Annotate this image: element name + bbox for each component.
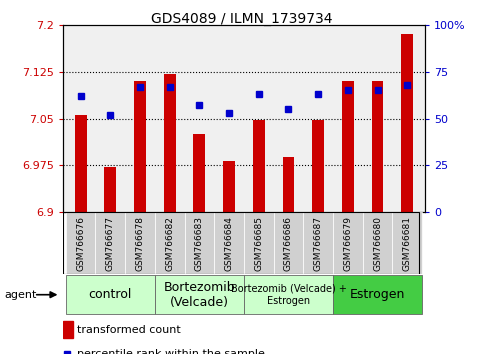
Bar: [253, 120, 265, 212]
Bar: [283, 158, 295, 212]
Text: GSM766687: GSM766687: [313, 216, 323, 271]
Bar: [342, 81, 354, 212]
Bar: [164, 74, 176, 212]
Bar: [363, 212, 392, 274]
Bar: [244, 212, 273, 274]
Text: GDS4089 / ILMN_1739734: GDS4089 / ILMN_1739734: [151, 12, 332, 27]
Text: percentile rank within the sample: percentile rank within the sample: [77, 349, 265, 354]
Bar: [244, 275, 333, 314]
Bar: [273, 212, 303, 274]
Bar: [193, 134, 205, 212]
Bar: [66, 212, 96, 274]
Text: agent: agent: [5, 290, 37, 300]
Text: GSM766685: GSM766685: [254, 216, 263, 271]
Text: Bortezomib (Velcade) +
Estrogen: Bortezomib (Velcade) + Estrogen: [230, 284, 346, 306]
Bar: [303, 212, 333, 274]
Bar: [392, 212, 422, 274]
Text: GSM766677: GSM766677: [106, 216, 115, 271]
Bar: [333, 212, 363, 274]
Bar: [66, 275, 155, 314]
Text: GSM766684: GSM766684: [225, 216, 234, 271]
Bar: [214, 212, 244, 274]
Text: GSM766683: GSM766683: [195, 216, 204, 271]
Bar: [312, 120, 324, 212]
Bar: [333, 275, 422, 314]
Bar: [75, 115, 86, 212]
Bar: [223, 161, 235, 212]
Text: Bortezomib
(Velcade): Bortezomib (Velcade): [164, 281, 235, 309]
Bar: [371, 81, 384, 212]
Text: control: control: [88, 288, 132, 301]
Bar: [125, 212, 155, 274]
Text: GSM766678: GSM766678: [136, 216, 144, 271]
Text: GSM766676: GSM766676: [76, 216, 85, 271]
Text: GSM766681: GSM766681: [403, 216, 412, 271]
Bar: [63, 321, 73, 338]
Bar: [104, 167, 116, 212]
Bar: [401, 34, 413, 212]
Bar: [134, 81, 146, 212]
Text: GSM766679: GSM766679: [343, 216, 352, 271]
Text: transformed count: transformed count: [77, 325, 181, 335]
Bar: [185, 212, 214, 274]
Text: GSM766686: GSM766686: [284, 216, 293, 271]
Text: Estrogen: Estrogen: [350, 288, 405, 301]
Bar: [155, 275, 244, 314]
Text: GSM766682: GSM766682: [165, 216, 174, 271]
Text: GSM766680: GSM766680: [373, 216, 382, 271]
Bar: [96, 212, 125, 274]
Bar: [155, 212, 185, 274]
